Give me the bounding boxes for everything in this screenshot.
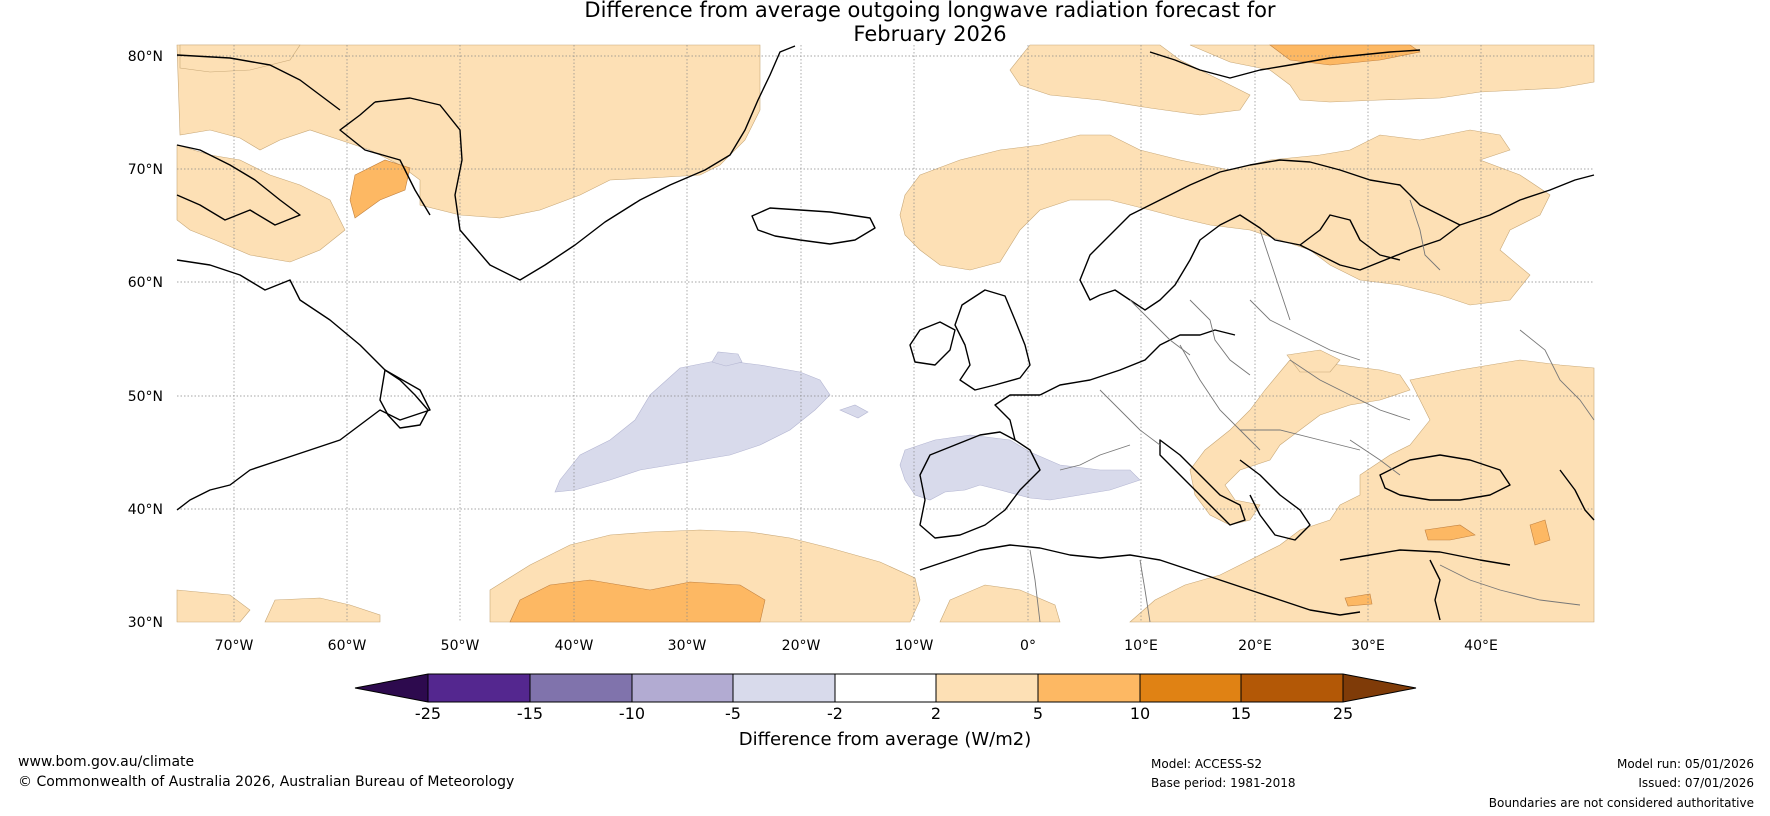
lon-label: 30°E xyxy=(1351,638,1385,654)
colorbar-label: Difference from average (W/m2) xyxy=(739,729,1031,750)
lat-label: 60°N xyxy=(128,275,163,291)
lat-axis-labels: 80°N 70°N 60°N 50°N 40°N 30°N xyxy=(128,49,163,631)
colorbar-segment xyxy=(835,674,936,702)
base-period: Base period: 1981-2018 xyxy=(1151,776,1296,790)
iberia xyxy=(919,431,1041,539)
issued-date: Issued: 07/01/2026 xyxy=(1638,776,1754,790)
title-line-1: Difference from average outgoing longwav… xyxy=(584,0,1276,22)
lon-axis-labels: 70°W 60°W 50°W 40°W 30°W 20°W 10°W 0° 10… xyxy=(215,638,1498,654)
lon-label: 0° xyxy=(1020,638,1036,654)
colorbar-tick: 2 xyxy=(931,704,941,723)
colorbar: -25 -15 -10 -5 -2 2 5 10 15 25 Differenc… xyxy=(354,673,1417,750)
copyright-text: © Commonwealth of Australia 2026, Austra… xyxy=(18,774,515,790)
graticule xyxy=(177,45,1594,622)
labrador-coast xyxy=(176,259,431,511)
colorbar-tick: -25 xyxy=(415,704,441,723)
model-run-date: Model run: 05/01/2026 xyxy=(1616,757,1754,771)
svalbard xyxy=(1149,49,1421,79)
balkans-greece xyxy=(1239,459,1311,541)
black-sea xyxy=(1379,454,1511,501)
lat-label: 70°N xyxy=(128,162,163,178)
colorbar-tick: 15 xyxy=(1231,704,1251,723)
colorbar-segment xyxy=(733,674,835,702)
colorbar-segment xyxy=(1038,674,1140,702)
colorbar-tick: 25 xyxy=(1333,704,1353,723)
iceland xyxy=(751,207,876,245)
model-name: Model: ACCESS-S2 xyxy=(1151,757,1263,771)
colorbar-extend-max xyxy=(1343,674,1416,702)
colorbar-segment xyxy=(428,674,530,702)
scandinavia xyxy=(1079,159,1461,311)
colorbar-tick: 10 xyxy=(1130,704,1150,723)
colorbar-extend-min xyxy=(355,674,428,702)
europe-west-coast xyxy=(1039,329,1236,396)
anomaly-negative-light xyxy=(554,351,1141,501)
map-area xyxy=(176,44,1595,623)
colorbar-tick: -5 xyxy=(725,704,741,723)
title-line-2: February 2026 xyxy=(853,22,1007,46)
lon-label: 50°W xyxy=(441,638,480,654)
greenland-west xyxy=(339,101,431,216)
colorbar-tick: -2 xyxy=(827,704,843,723)
caspian-region xyxy=(1559,469,1595,521)
finland-baltic xyxy=(1299,214,1401,261)
france-coast xyxy=(994,394,1040,441)
website-link[interactable]: www.bom.gov.au/climate xyxy=(18,754,195,770)
lon-label: 10°W xyxy=(895,638,934,654)
lat-label: 30°N xyxy=(128,615,163,631)
lat-label: 40°N xyxy=(128,502,163,518)
lat-label: 50°N xyxy=(128,389,163,405)
colorbar-segment xyxy=(1241,674,1343,702)
colorbar-tick: -10 xyxy=(619,704,645,723)
russia-arctic-coast xyxy=(1459,174,1595,226)
east-med-coast xyxy=(1429,559,1441,621)
map-title: Difference from average outgoing longwav… xyxy=(0,0,1770,46)
coastlines xyxy=(176,45,1595,621)
colorbar-segment xyxy=(936,674,1038,702)
lon-label: 20°W xyxy=(782,638,821,654)
colorbar-tick: -15 xyxy=(517,704,543,723)
baffin-island xyxy=(176,144,301,226)
lon-label: 70°W xyxy=(215,638,254,654)
lon-label: 20°E xyxy=(1238,638,1272,654)
lat-label: 80°N xyxy=(128,49,163,65)
colorbar-tick: 5 xyxy=(1033,704,1043,723)
lon-label: 30°W xyxy=(668,638,707,654)
lon-label: 60°W xyxy=(328,638,367,654)
lon-label: 10°E xyxy=(1124,638,1158,654)
lon-label: 40°W xyxy=(555,638,594,654)
colorbar-segment xyxy=(1140,674,1241,702)
boundary-disclaimer: Boundaries are not considered authoritat… xyxy=(1488,796,1754,810)
anomaly-positive-medium xyxy=(349,44,1551,623)
colorbar-segment xyxy=(530,674,632,702)
country-borders xyxy=(1029,199,1595,623)
italy xyxy=(1159,439,1246,526)
ireland xyxy=(909,321,956,366)
newfoundland xyxy=(379,369,429,429)
greenland-coast xyxy=(374,45,796,281)
turkey-med-coast xyxy=(1339,549,1511,566)
north-africa-coast xyxy=(919,544,1361,616)
lon-label: 40°E xyxy=(1464,638,1498,654)
canada-arctic xyxy=(176,54,341,111)
colorbar-segment xyxy=(632,674,733,702)
great-britain xyxy=(954,289,1031,391)
